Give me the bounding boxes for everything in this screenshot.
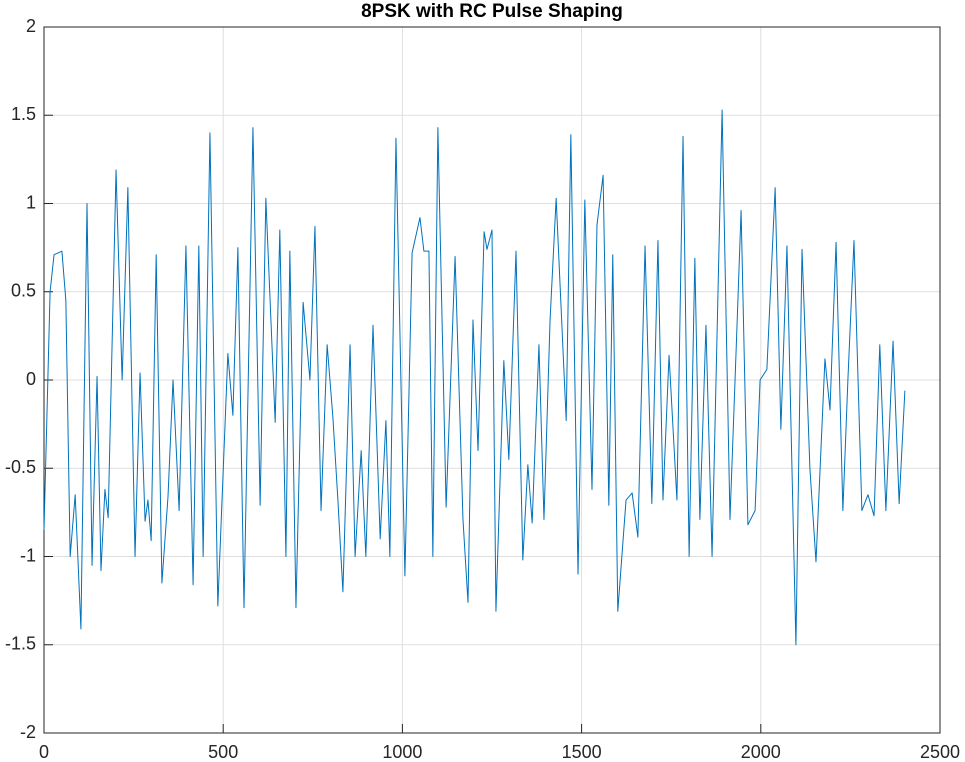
x-tick-label: 0 — [39, 742, 49, 762]
y-tick-label: 1 — [26, 192, 36, 212]
plot-frame — [43, 26, 941, 734]
y-tick-label: -0.5 — [5, 457, 36, 477]
y-tick-label: 0.5 — [11, 281, 36, 301]
x-tick-label: 500 — [208, 742, 238, 762]
y-tick-label: 1.5 — [11, 104, 36, 124]
y-tick-label: -2 — [20, 722, 36, 742]
x-tick-label: 1500 — [562, 742, 602, 762]
x-tick-label: 2000 — [741, 742, 781, 762]
x-tick-label: 2500 — [920, 742, 960, 762]
chart-title: 8PSK with RC Pulse Shaping — [361, 1, 623, 22]
x-tick-label: 1000 — [382, 742, 422, 762]
data-line — [43, 109, 906, 646]
y-tick-label: 0 — [26, 369, 36, 389]
y-tick-label: -1.5 — [5, 634, 36, 654]
y-tick-label: -1 — [20, 545, 36, 565]
y-tick-label: 2 — [26, 16, 36, 36]
